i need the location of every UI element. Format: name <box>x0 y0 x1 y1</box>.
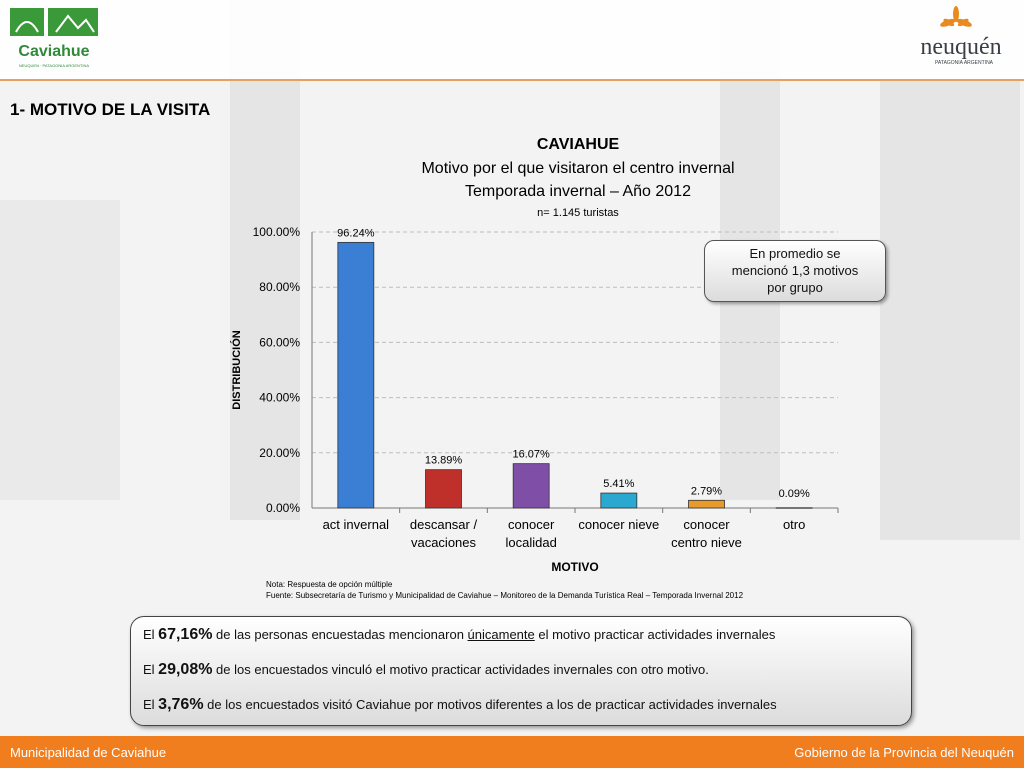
y-tick-label: 0.00% <box>266 501 300 515</box>
bar <box>425 469 462 509</box>
footer-bar: Municipalidad de Caviahue Gobierno de la… <box>0 736 1024 768</box>
callout-line: por grupo <box>767 280 823 295</box>
summary-row: El 29,08% de los encuestados vinculó el … <box>143 661 709 678</box>
footer-left-text: Municipalidad de Caviahue <box>10 745 167 760</box>
summary-box: El 67,16% de las personas encuestadas me… <box>130 616 912 726</box>
neuquen-logo-text: neuquén <box>920 34 1001 60</box>
summary-row: El 67,16% de las personas encuestadas me… <box>143 626 776 643</box>
y-axis-label: DISTRIBUCIÓN <box>230 330 243 410</box>
caviahue-logo-text: Caviahue <box>18 43 89 60</box>
category-label: centro nieve <box>671 535 742 550</box>
category-label: act invernal <box>323 517 390 532</box>
bar-value-label: 5.41% <box>603 478 634 490</box>
caviahue-logo: Caviahue NEUQUEN · PATAGONIA ARGENTINA <box>8 6 100 72</box>
bar-value-label: 96.24% <box>337 227 375 239</box>
summary-row: El 3,76% de los encuestados visitó Cavia… <box>143 696 777 713</box>
callout-line: mencionó 1,3 motivos <box>731 263 859 278</box>
neuquen-logo-tagline: PATAGONIA ARGENTINA <box>935 60 994 66</box>
y-tick-label: 40.00% <box>259 391 300 405</box>
bar <box>688 499 725 509</box>
summary-value: 67,16% <box>158 626 213 643</box>
bar <box>512 463 550 509</box>
footer-right-text: Gobierno de la Provincia del Neuquén <box>794 745 1014 760</box>
header-divider <box>0 79 1024 81</box>
y-tick-label: 100.00% <box>253 225 301 239</box>
chart-subtitle: Motivo por el que visitaron el centro in… <box>421 160 735 177</box>
bar-value-label: 0.09% <box>779 488 810 500</box>
category-label: localidad <box>506 535 557 550</box>
category-label: vacaciones <box>411 535 477 550</box>
neuquen-logo: neuquén PATAGONIA ARGENTINA <box>906 6 1016 68</box>
y-tick-label: 60.00% <box>259 335 300 349</box>
category-label: descansar / <box>410 517 478 532</box>
y-tick-label: 80.00% <box>259 280 300 294</box>
category-label: conocer nieve <box>578 517 659 532</box>
bar <box>337 241 375 509</box>
header-bar <box>0 0 1024 80</box>
x-axis-label: MOTIVO <box>551 560 598 574</box>
section-title: 1- MOTIVO DE LA VISITA <box>10 100 211 119</box>
chart-notes: Nota: Respuesta de opción múltiple Fuent… <box>266 579 743 601</box>
callout-line: En promedio se <box>749 246 841 261</box>
summary-value: 3,76% <box>158 696 204 713</box>
bar-value-label: 16.07% <box>513 449 551 461</box>
bar <box>600 492 638 509</box>
chart-sample-size: n= 1.145 turistas <box>537 207 619 219</box>
category-label: conocer <box>683 517 730 532</box>
category-label: otro <box>783 517 805 532</box>
bar-value-label: 13.89% <box>425 455 463 467</box>
category-label: conocer <box>508 517 555 532</box>
summary-value: 29,08% <box>158 661 213 678</box>
chart-title: CAVIAHUE <box>536 136 620 153</box>
note-text: Nota: Respuesta de opción múltiple <box>266 580 393 589</box>
bar-chart: 0.00% 20.00% 40.00% 60.00% 80.00% 100.00% 96.2… <box>230 225 839 574</box>
bar <box>775 507 813 509</box>
y-tick-label: 20.00% <box>259 446 300 460</box>
caviahue-logo-tagline: NEUQUEN · PATAGONIA ARGENTINA <box>19 63 89 68</box>
bar-value-label: 2.79% <box>691 485 722 497</box>
chart-period: Temporada invernal – Año 2012 <box>465 183 691 200</box>
source-text: Fuente: Subsecretaría de Turismo y Munic… <box>266 591 744 600</box>
average-callout: En promedio se mencionó 1,3 motivos por … <box>704 240 886 302</box>
